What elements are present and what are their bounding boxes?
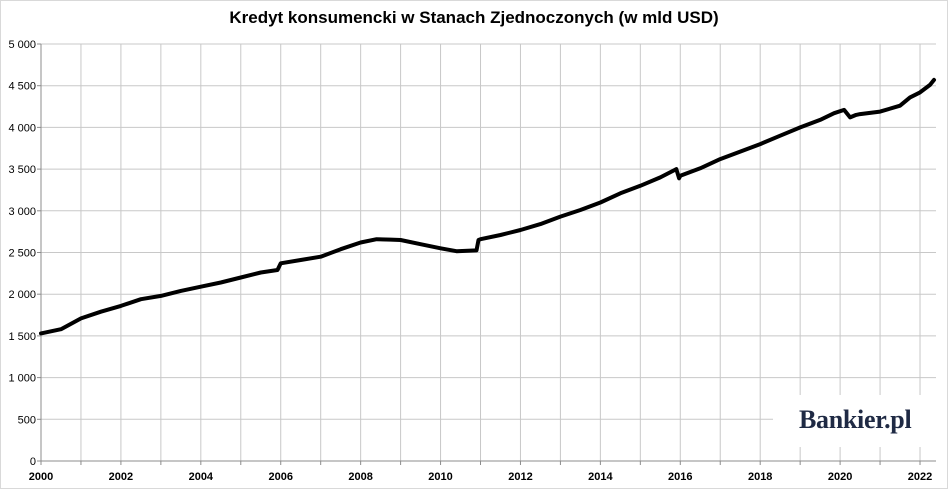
series-line-1 [39,77,936,336]
x-tick-label: 2016 [668,471,692,483]
y-tick-label: 1 000 [8,373,36,385]
x-tick-label: 2012 [508,471,532,483]
watermark-logo: Bankier.pl [773,395,945,447]
y-tick-label: 3 000 [8,206,36,218]
grid-lines [41,43,936,461]
x-tick-label: 2006 [268,471,292,483]
x-tick-label: 2020 [828,471,852,483]
series-layer [39,77,936,336]
y-tick-label: 3 500 [8,164,36,176]
watermark-text: Bankier.pl [799,405,912,434]
y-tick-label: 5 000 [8,39,36,51]
y-tick-label: 500 [18,414,36,426]
y-tick-label: 4 000 [8,122,36,134]
axes [37,43,936,465]
chart-title: Kredyt konsumencki w Stanach Zjednoczony… [229,8,719,27]
y-tick-label: 4 500 [8,81,36,93]
x-tick-label: 2004 [189,471,214,483]
tick-labels: 0 500 1 000 1 500 2 000 2 500 3 000 3 500 4 000 4… [8,39,932,483]
x-tick-label: 2000 [29,471,53,483]
y-tick-label: 1 500 [8,331,36,343]
x-tick-label: 2018 [748,471,772,483]
x-tick-label: 2008 [348,471,372,483]
x-tick-label: 2002 [109,471,133,483]
x-tick-label: 2022 [908,471,932,483]
x-tick-label: 2010 [428,471,452,483]
x-tick-label: 2014 [588,471,613,483]
y-tick-label: 2 500 [8,248,36,260]
y-tick-label: 2 000 [8,289,36,301]
y-tick-label: 0 [30,456,36,468]
